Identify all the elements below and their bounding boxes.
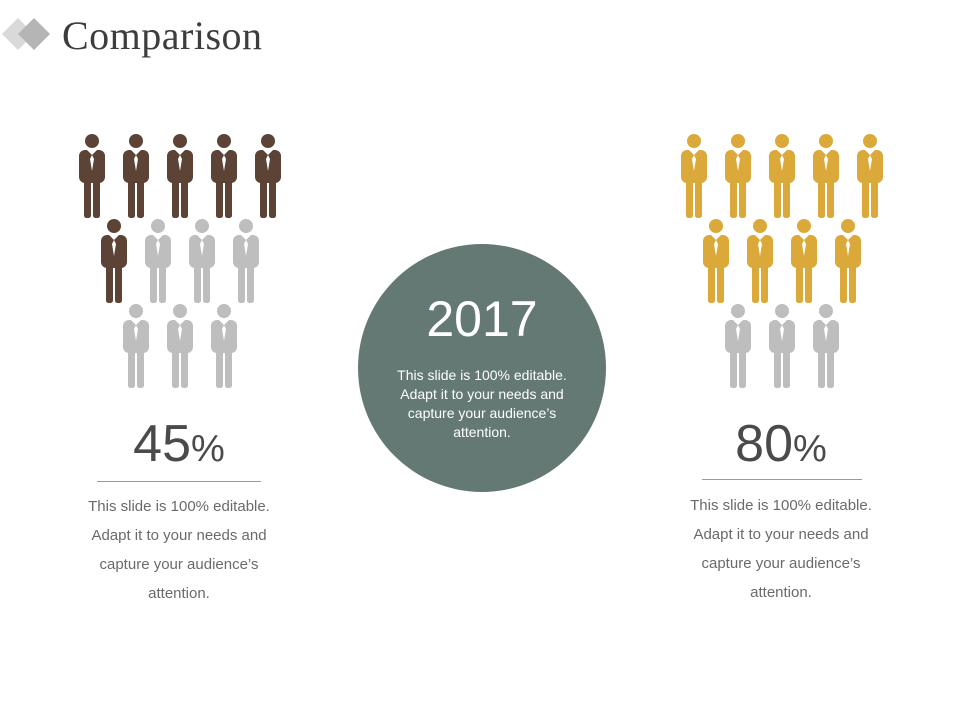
businessman-icon <box>167 134 193 218</box>
businessman-icon <box>211 304 237 388</box>
businessman-icon <box>747 219 773 303</box>
businessman-icon <box>211 134 237 218</box>
businessman-icon <box>857 134 883 218</box>
percent-right-value: 80 <box>735 415 794 473</box>
businessman-icon <box>167 304 193 388</box>
businessman-icon <box>79 134 105 218</box>
businessman-icon <box>189 219 215 303</box>
businessman-icon <box>703 219 729 303</box>
businessman-icon <box>101 219 127 303</box>
description-right: This slide is 100% editable. Adapt it to… <box>690 497 872 601</box>
businessman-icon <box>791 219 817 303</box>
businessman-icon <box>123 134 149 218</box>
businessman-icon <box>233 219 259 303</box>
businessman-icon <box>255 134 281 218</box>
divider-left <box>97 481 261 482</box>
divider-right <box>702 479 862 480</box>
businessman-icon <box>725 134 751 218</box>
businessman-icon <box>725 304 751 388</box>
businessman-icon <box>769 304 795 388</box>
percent-left-sign: % <box>191 428 225 470</box>
percent-right: 80% <box>681 418 881 470</box>
percent-right-sign: % <box>793 428 827 470</box>
businessman-icon <box>769 134 795 218</box>
businessman-icon <box>123 304 149 388</box>
businessman-icon <box>813 134 839 218</box>
year-label: 2017 <box>426 291 538 347</box>
people-group-right <box>674 134 890 404</box>
businessman-icon <box>145 219 171 303</box>
center-description: This slide is 100% editable. Adapt it to… <box>397 367 567 440</box>
description-left: This slide is 100% editable. Adapt it to… <box>88 498 270 602</box>
slide-title: Comparison <box>62 13 263 58</box>
businessman-icon <box>835 219 861 303</box>
people-group-left <box>72 134 288 404</box>
businessman-icon <box>813 304 839 388</box>
diamond-front <box>18 18 50 50</box>
diamond-logo-icon <box>2 18 50 50</box>
percent-left: 45% <box>79 418 279 470</box>
year-circle: 2017 This slide is 100% editable. Adapt … <box>358 244 606 492</box>
businessman-icon <box>681 134 707 218</box>
percent-left-value: 45 <box>133 415 192 473</box>
